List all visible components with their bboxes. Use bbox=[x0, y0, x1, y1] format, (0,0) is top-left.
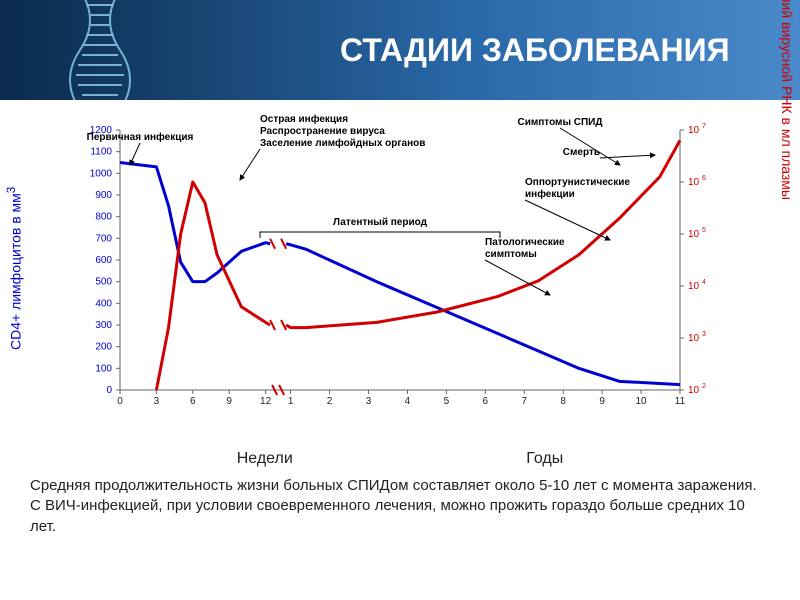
svg-text:500: 500 bbox=[95, 277, 112, 288]
svg-text:400: 400 bbox=[95, 298, 112, 309]
svg-text:10: 10 bbox=[688, 333, 700, 344]
svg-text:Оппортунистические: Оппортунистические bbox=[525, 177, 630, 188]
svg-text:6: 6 bbox=[702, 175, 706, 182]
svg-text:10: 10 bbox=[688, 281, 700, 292]
svg-text:1100: 1100 bbox=[90, 147, 112, 158]
svg-text:Распространение вируса: Распространение вируса bbox=[260, 126, 385, 137]
svg-text:6: 6 bbox=[190, 396, 196, 407]
x-axis-labels: Недели Годы bbox=[20, 450, 780, 468]
svg-text:100: 100 bbox=[95, 363, 112, 374]
chart-area: CD4+ лимфоцитов в мм3 Копий вирусной РНК… bbox=[0, 100, 800, 468]
svg-text:9: 9 bbox=[599, 396, 605, 407]
page-title: СТАДИИ ЗАБОЛЕВАНИЯ bbox=[340, 34, 730, 66]
svg-text:1000: 1000 bbox=[90, 168, 113, 179]
svg-text:Симптомы СПИД: Симптомы СПИД bbox=[518, 117, 603, 128]
svg-text:1: 1 bbox=[288, 396, 294, 407]
svg-text:Острая инфекция: Острая инфекция bbox=[260, 113, 348, 125]
svg-text:3: 3 bbox=[154, 396, 160, 407]
svg-text:7: 7 bbox=[702, 123, 706, 130]
svg-text:0: 0 bbox=[106, 385, 112, 396]
svg-text:Первичная инфекция: Первичная инфекция bbox=[87, 131, 194, 143]
svg-text:4: 4 bbox=[405, 396, 411, 407]
svg-text:9: 9 bbox=[226, 396, 232, 407]
footer-line-2: С ВИЧ-инфекцией, при условии своевременн… bbox=[30, 496, 770, 537]
svg-text:инфекции: инфекции bbox=[525, 188, 575, 200]
svg-text:200: 200 bbox=[95, 342, 112, 353]
svg-text:3: 3 bbox=[366, 396, 372, 407]
x-label-years: Годы bbox=[526, 450, 563, 468]
svg-text:900: 900 bbox=[95, 190, 112, 201]
svg-text:10: 10 bbox=[688, 177, 700, 188]
svg-text:Смерть: Смерть bbox=[563, 147, 600, 158]
svg-text:5: 5 bbox=[702, 227, 706, 234]
svg-text:700: 700 bbox=[95, 233, 112, 244]
svg-text:4: 4 bbox=[702, 279, 706, 286]
svg-text:3: 3 bbox=[702, 331, 706, 338]
svg-text:2: 2 bbox=[702, 383, 706, 390]
disease-stages-chart: 0100200300400500600700800900100011001200… bbox=[60, 110, 740, 450]
y-axis-left-label: CD4+ лимфоцитов в мм3 bbox=[5, 187, 24, 350]
svg-text:10: 10 bbox=[688, 229, 700, 240]
dna-icon bbox=[60, 0, 140, 100]
svg-text:7: 7 bbox=[521, 396, 527, 407]
x-label-weeks: Недели bbox=[237, 450, 293, 468]
svg-text:10: 10 bbox=[688, 385, 700, 396]
svg-text:11: 11 bbox=[675, 396, 686, 407]
svg-text:10: 10 bbox=[635, 396, 647, 407]
svg-text:600: 600 bbox=[95, 255, 112, 266]
y-axis-right-label: Копий вирусной РНК в мл плазмы bbox=[779, 0, 795, 200]
footer-line-1: Средняя продолжительность жизни больных … bbox=[30, 476, 770, 496]
svg-text:8: 8 bbox=[560, 396, 566, 407]
svg-text:6: 6 bbox=[483, 396, 489, 407]
svg-text:800: 800 bbox=[95, 212, 112, 223]
svg-text:12: 12 bbox=[260, 396, 272, 407]
footer-text: Средняя продолжительность жизни больных … bbox=[0, 468, 800, 547]
svg-text:10: 10 bbox=[688, 125, 700, 136]
svg-text:Патологические: Патологические bbox=[485, 237, 565, 248]
svg-text:симптомы: симптомы bbox=[485, 249, 537, 260]
svg-text:2: 2 bbox=[327, 396, 333, 407]
svg-text:Латентный период: Латентный период bbox=[333, 217, 428, 228]
svg-text:Заселение лимфойдных органов: Заселение лимфойдных органов bbox=[260, 137, 425, 149]
svg-text:0: 0 bbox=[117, 396, 123, 407]
header: СТАДИИ ЗАБОЛЕВАНИЯ bbox=[0, 0, 800, 100]
svg-text:5: 5 bbox=[444, 396, 450, 407]
svg-text:300: 300 bbox=[95, 320, 112, 331]
